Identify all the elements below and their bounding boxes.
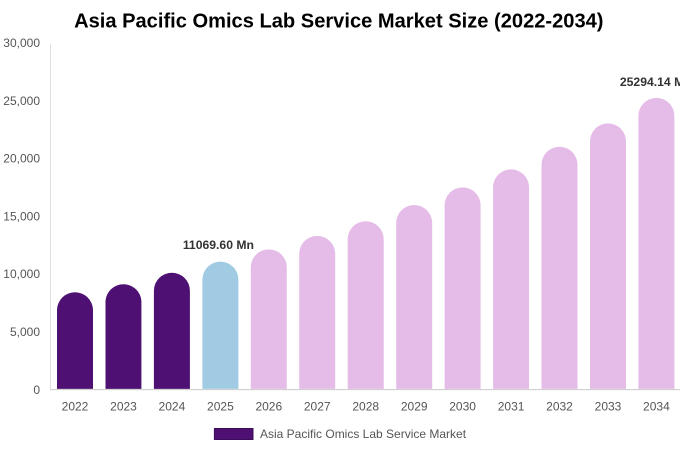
svg-text:2034: 2034 xyxy=(643,400,670,414)
svg-text:30,000: 30,000 xyxy=(3,36,40,50)
svg-text:25,000: 25,000 xyxy=(3,94,40,108)
svg-text:2031: 2031 xyxy=(498,400,525,414)
svg-text:Asia Pacific Omics Lab Service: Asia Pacific Omics Lab Service Market xyxy=(260,427,467,441)
svg-text:Asia Pacific Omics Lab Service: Asia Pacific Omics Lab Service Market Si… xyxy=(74,10,603,32)
svg-text:2033: 2033 xyxy=(595,400,622,414)
svg-text:10,000: 10,000 xyxy=(3,267,40,281)
svg-text:25294.14 Mn: 25294.14 Mn xyxy=(620,75,680,89)
svg-text:2032: 2032 xyxy=(546,400,573,414)
svg-text:11069.60 Mn: 11069.60 Mn xyxy=(183,238,254,252)
svg-text:2022: 2022 xyxy=(62,400,89,414)
svg-text:2028: 2028 xyxy=(352,400,379,414)
svg-text:15,000: 15,000 xyxy=(3,209,40,223)
svg-text:2029: 2029 xyxy=(401,400,428,414)
svg-text:0: 0 xyxy=(33,383,40,397)
svg-text:5,000: 5,000 xyxy=(10,325,40,339)
svg-text:20,000: 20,000 xyxy=(3,152,40,166)
svg-text:2027: 2027 xyxy=(304,400,331,414)
svg-text:2024: 2024 xyxy=(159,400,186,414)
svg-text:2030: 2030 xyxy=(449,400,476,414)
svg-text:2023: 2023 xyxy=(110,400,137,414)
svg-text:2025: 2025 xyxy=(207,400,234,414)
svg-text:2026: 2026 xyxy=(255,400,282,414)
